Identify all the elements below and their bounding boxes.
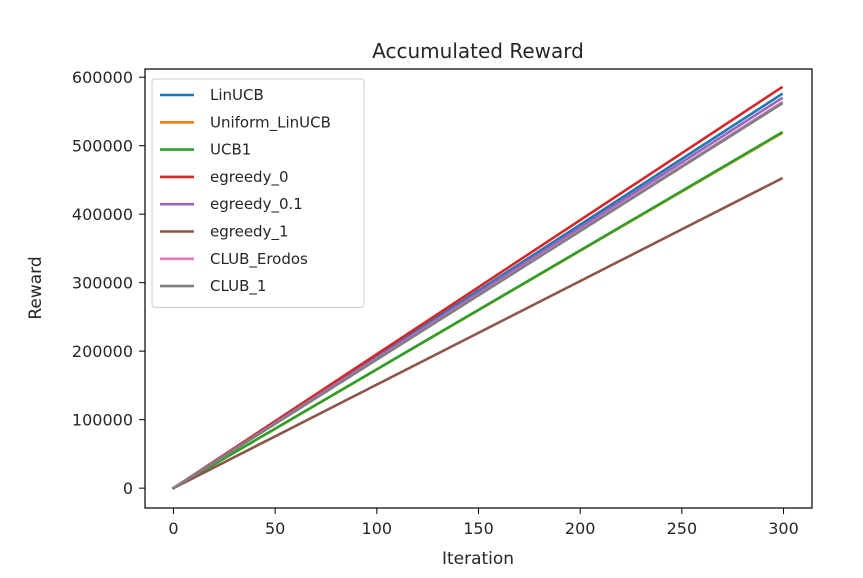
plot-lines [171,85,784,490]
legend-label-3: egreedy_0 [210,168,289,187]
x-tick-label-6: 300 [768,519,799,538]
y-axis-ticks: 0 100000 200000 300000 400000 500000 600000 [72,68,145,498]
legend-label-0: LinUCB [210,86,264,104]
legend: LinUCB Uniform_LinUCB UCB1 egreedy_0egreedy… [151,78,365,308]
legend-label-5: egreedy_1 [210,223,289,242]
x-tick-label-1: 50 [265,519,285,538]
y-tick-label-2: 200000 [72,342,133,361]
legend-label-1: Uniform_LinUCB [210,113,331,132]
chart-title: Accumulated Reward [372,39,584,63]
x-tick-label-5: 250 [667,519,698,538]
series-line-3 [171,85,784,490]
y-tick-label-3: 300000 [72,274,133,293]
x-tick-label-2: 100 [362,519,393,538]
y-tick-label-0: 0 [123,479,133,498]
x-axis-ticks: 0 50 100 150 200 250 300 [168,508,799,538]
x-tick-label-3: 150 [463,519,494,538]
x-axis-label: Iteration [442,549,514,569]
legend-label-4: egreedy_0.1 [210,195,303,214]
series-line-7 [171,102,784,490]
x-tick-label-0: 0 [168,519,178,538]
series-line-5 [171,176,784,490]
y-tick-label-4: 400000 [72,205,133,224]
y-tick-label-1: 100000 [72,411,133,430]
series-line-2 [171,130,784,490]
legend-label-2: UCB1 [210,141,251,159]
y-tick-label-6: 600000 [72,68,133,87]
y-axis-label: Reward [26,256,46,319]
x-tick-label-4: 200 [565,519,596,538]
legend-box [151,78,365,308]
y-tick-label-5: 500000 [72,137,133,156]
legend-label-6: CLUB_Erodos [210,250,308,269]
legend-label-7: CLUB_1 [210,277,266,296]
